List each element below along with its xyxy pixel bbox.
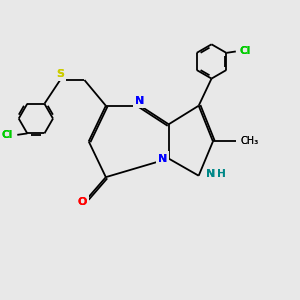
Text: CH₃: CH₃: [241, 136, 259, 146]
Text: Cl: Cl: [1, 130, 12, 140]
Text: CH₃: CH₃: [241, 136, 259, 146]
Text: N: N: [136, 96, 145, 106]
Text: N: N: [206, 169, 215, 179]
Text: N: N: [136, 96, 145, 106]
Text: H: H: [218, 169, 225, 179]
Text: O: O: [77, 197, 87, 207]
Text: N: N: [206, 169, 215, 179]
Text: H: H: [218, 169, 225, 179]
Text: N: N: [136, 96, 145, 106]
Text: N: N: [206, 169, 215, 179]
Text: N: N: [158, 154, 167, 164]
Text: O: O: [77, 197, 87, 207]
Text: O: O: [77, 197, 87, 207]
Text: N: N: [158, 154, 167, 164]
Text: Cl: Cl: [240, 46, 251, 56]
Text: H: H: [217, 169, 226, 179]
Text: S: S: [56, 69, 64, 79]
Text: N: N: [158, 154, 167, 164]
Text: S: S: [56, 69, 64, 79]
Text: Cl: Cl: [240, 46, 251, 56]
Text: S: S: [56, 69, 64, 79]
Text: Cl: Cl: [1, 130, 12, 140]
